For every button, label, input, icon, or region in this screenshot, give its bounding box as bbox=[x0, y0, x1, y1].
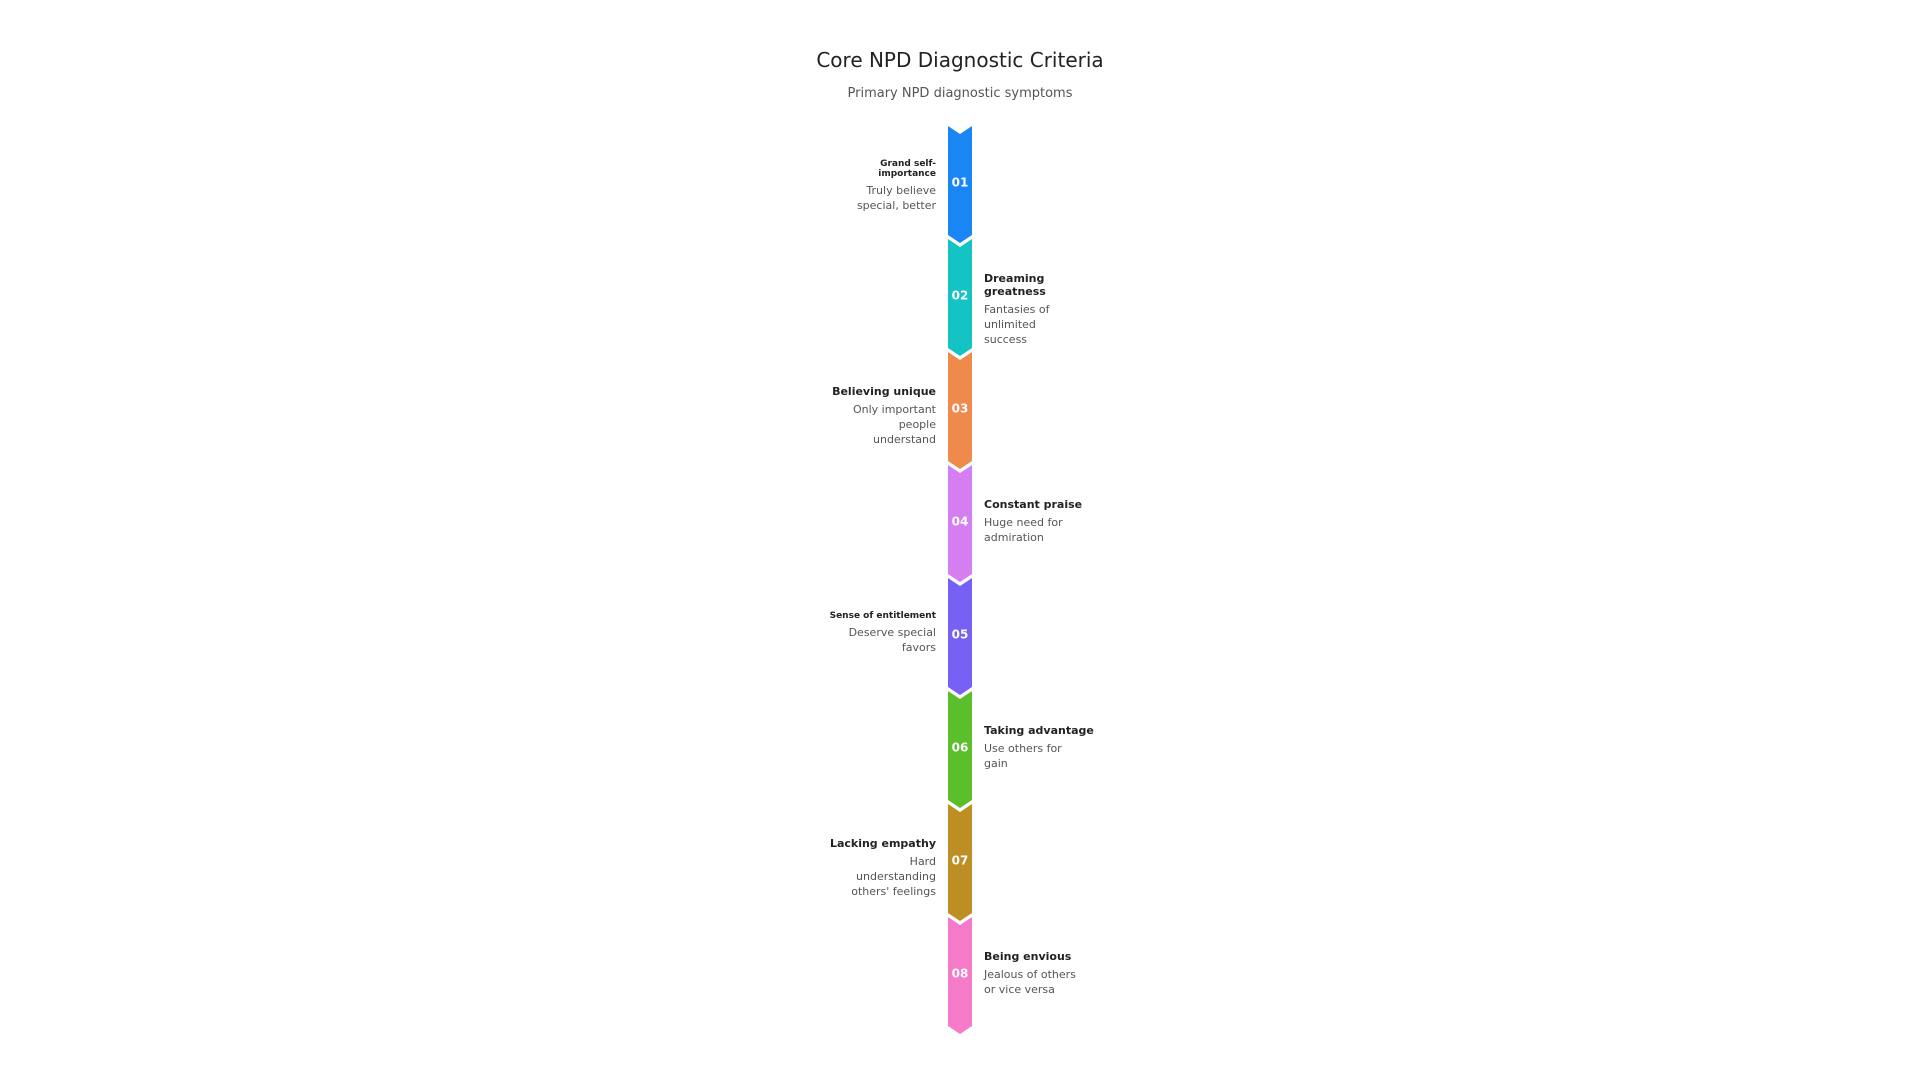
step-description: Fantasies of unlimited success bbox=[984, 302, 1050, 346]
step-title: Grand self-importance bbox=[878, 158, 936, 179]
step-description: Only important people understand bbox=[852, 402, 936, 446]
step-number: 05 bbox=[952, 628, 969, 642]
step-segment bbox=[948, 804, 972, 921]
step-label: Being envious Jealous of others or vice v… bbox=[984, 950, 1094, 997]
subtitle: Primary NPD diagnostic symptoms bbox=[847, 86, 1073, 101]
step-title: Sense of entitlement bbox=[829, 610, 936, 621]
step-segment bbox=[948, 239, 972, 356]
step-title: Constant praise bbox=[984, 497, 1083, 511]
step-title: Taking advantage bbox=[984, 723, 1094, 737]
title: Core NPD Diagnostic Criteria bbox=[816, 48, 1104, 72]
step-description: Hard understanding others' feelings bbox=[851, 854, 936, 898]
step-segment bbox=[948, 465, 972, 582]
step-number: 07 bbox=[952, 854, 969, 868]
step-segment bbox=[948, 352, 972, 469]
step-segment bbox=[948, 578, 972, 695]
step-number: 04 bbox=[952, 515, 969, 529]
step-label: Dreaming greatness Fantasies of unlimited… bbox=[984, 272, 1094, 347]
step-label: Believing unique Only important people un… bbox=[826, 385, 936, 447]
step-title: Lacking empathy bbox=[829, 836, 936, 850]
step-title: Being envious bbox=[984, 949, 1072, 963]
step-title: Dreaming greatness bbox=[984, 271, 1046, 298]
step-number: 06 bbox=[952, 741, 969, 755]
step-segment bbox=[948, 126, 972, 243]
step-number: 02 bbox=[952, 289, 969, 303]
step-description: Huge need for admiration bbox=[984, 515, 1063, 544]
step-label: Lacking empathy Hard understanding others… bbox=[826, 837, 936, 899]
step-number: 03 bbox=[952, 402, 969, 416]
step-label: Constant praise Huge need for admiration bbox=[984, 498, 1094, 545]
step-label: Grand self-importance Truly believe speci… bbox=[826, 159, 936, 213]
step-description: Truly believe special, better bbox=[856, 183, 936, 212]
step-description: Deserve special favors bbox=[848, 625, 936, 654]
step-description: Jealous of others or vice versa bbox=[984, 967, 1076, 996]
step-label: Taking advantage Use others for gain bbox=[984, 724, 1094, 771]
step-label: Sense of entitlement Deserve special favo… bbox=[826, 611, 936, 655]
step-title: Believing unique bbox=[832, 384, 936, 398]
step-number: 01 bbox=[952, 176, 969, 190]
step-segment bbox=[948, 691, 972, 808]
step-description: Use others for gain bbox=[984, 741, 1062, 770]
step-segment bbox=[948, 917, 972, 1034]
step-number: 08 bbox=[952, 967, 969, 981]
